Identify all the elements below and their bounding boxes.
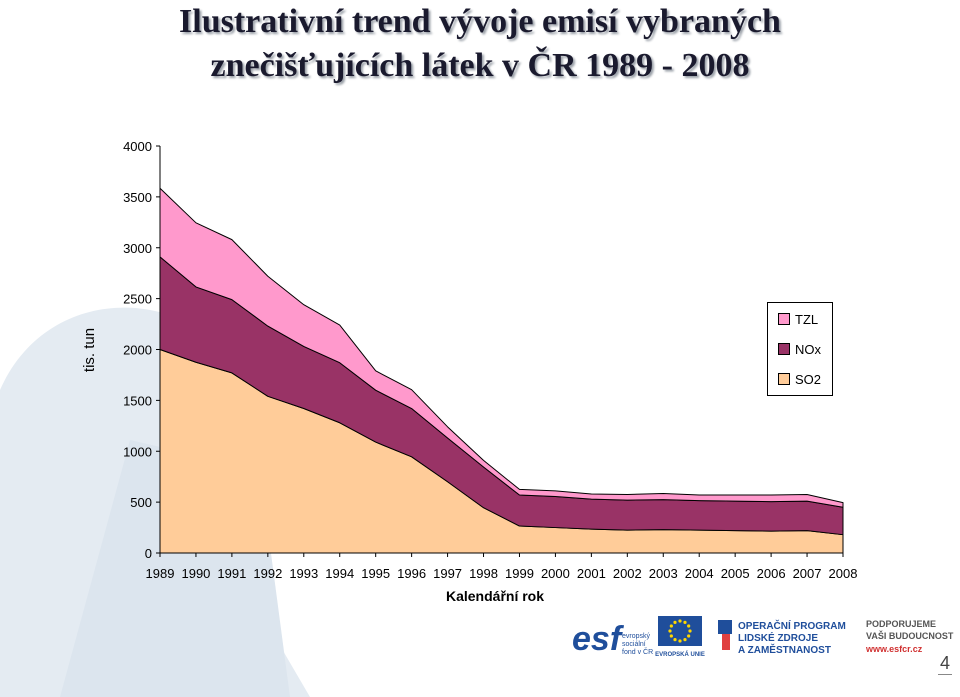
esf-sub-2: sociální <box>622 641 646 648</box>
area-series-tzl <box>159 187 844 508</box>
chart-legend: TZL NOx SO2 <box>767 302 833 396</box>
support-line-2: VAŠI BUDOUCNOST <box>866 630 954 641</box>
op-lzz-logo: OPERAČNÍ PROGRAM LIDSKÉ ZDROJE A ZAMĚSTN… <box>718 619 846 656</box>
legend-item-so2: SO2 <box>778 373 821 387</box>
y-tick-label: 3000 <box>123 241 152 256</box>
legend-item-tzl: TZL <box>778 313 818 327</box>
esf-sub-1: evropský <box>622 633 651 640</box>
legend-label-so2: SO2 <box>795 372 822 387</box>
y-tick-label: 1000 <box>123 444 152 459</box>
title-line-1: Ilustrativní trend vývoje emisí vybranýc… <box>179 3 781 40</box>
op-line-1: OPERAČNÍ PROGRAM <box>738 619 846 632</box>
eu-star-icon <box>678 639 682 643</box>
x-axis-label: Kalendářní rok <box>446 588 544 604</box>
eu-star-icon <box>673 620 677 624</box>
x-tick-label: 2007 <box>793 566 822 581</box>
op-line-2: LIDSKÉ ZDROJE <box>738 631 818 644</box>
esf-sub-3: fond v ČR <box>622 647 653 656</box>
x-tick-label: 1991 <box>217 566 246 581</box>
eu-star-icon <box>683 638 687 642</box>
esf-logo-text: esf <box>572 620 625 658</box>
y-axis-label: tis. tun <box>81 328 98 372</box>
y-tick-label: 2500 <box>123 292 152 307</box>
x-tick-label: 2005 <box>721 566 750 581</box>
eu-star-icon <box>668 629 672 633</box>
y-tick-label: 1500 <box>123 393 152 408</box>
eu-label: EVROPSKÁ UNIE <box>655 651 705 658</box>
legend-label-tzl: TZL <box>795 312 819 327</box>
x-tick-label: 2006 <box>757 566 786 581</box>
legend-swatch-so2 <box>778 373 790 385</box>
page-number: 4 <box>937 653 952 675</box>
eu-star-icon <box>687 634 691 638</box>
support-url: www.esfcr.cz <box>865 644 923 654</box>
eu-star-icon <box>678 619 682 623</box>
eu-star-icon <box>687 624 691 628</box>
support-line-1: PODPORUJEME <box>866 619 936 629</box>
legend-label-nox: NOx <box>795 342 821 357</box>
legend-swatch-tzl <box>778 313 790 325</box>
eu-star-icon <box>673 638 677 642</box>
x-tick-label: 2001 <box>577 566 606 581</box>
x-tick-label: 1992 <box>253 566 282 581</box>
title-line-2: znečišťujících látek v ČR 1989 - 2008 <box>210 47 750 84</box>
x-tick-label: 2000 <box>541 566 570 581</box>
chart-areas <box>159 187 844 554</box>
legend-item-nox: NOx <box>778 343 821 357</box>
x-tick-label: 2003 <box>649 566 678 581</box>
x-axis-ticks: 1989 1990 1991 1992 1993 1994 1995 1996 1997 1998… <box>146 553 858 581</box>
y-tick-label: 0 <box>145 546 152 561</box>
op-logo-icon-accent <box>722 634 730 650</box>
y-tick-label: 3500 <box>123 190 152 205</box>
op-logo-icon <box>718 620 732 634</box>
legend-swatch-nox <box>778 343 790 355</box>
eu-star-icon <box>683 620 687 624</box>
eu-flag-logo: EVROPSKÁ UNIE <box>655 616 705 658</box>
y-axis-ticks: 0 500 1000 1500 2000 2500 3000 3500 4000 <box>123 139 160 561</box>
y-tick-label: 500 <box>130 495 152 510</box>
x-tick-label: 1997 <box>433 566 462 581</box>
x-tick-label: 1993 <box>289 566 318 581</box>
y-tick-label: 2000 <box>123 343 152 358</box>
esf-logo: esf evropský sociální fond v ČR <box>572 620 653 658</box>
x-tick-label: 2004 <box>685 566 714 581</box>
x-tick-label: 1998 <box>469 566 498 581</box>
eu-star-icon <box>688 629 692 633</box>
x-tick-label: 1996 <box>397 566 426 581</box>
footer-logos: esf evropský sociální fond v ČR EVROPSKÁ… <box>572 616 954 658</box>
support-logo: PODPORUJEME VAŠI BUDOUCNOST www.esfcr.cz <box>865 619 954 654</box>
y-tick-label: 4000 <box>123 139 152 154</box>
op-line-3: A ZAMĚSTNANOST <box>738 643 831 656</box>
x-tick-label: 2002 <box>613 566 642 581</box>
x-tick-label: 1999 <box>505 566 534 581</box>
eu-star-icon <box>669 634 673 638</box>
eu-star-icon <box>669 624 673 628</box>
page-title: Ilustrativní trend vývoje emisí vybranýc… <box>0 0 960 88</box>
x-tick-label: 1995 <box>361 566 390 581</box>
eu-stars <box>668 619 692 643</box>
x-tick-label: 1994 <box>325 566 354 581</box>
x-tick-label: 1989 <box>146 566 175 581</box>
x-tick-label: 2008 <box>829 566 858 581</box>
x-tick-label: 1990 <box>181 566 210 581</box>
